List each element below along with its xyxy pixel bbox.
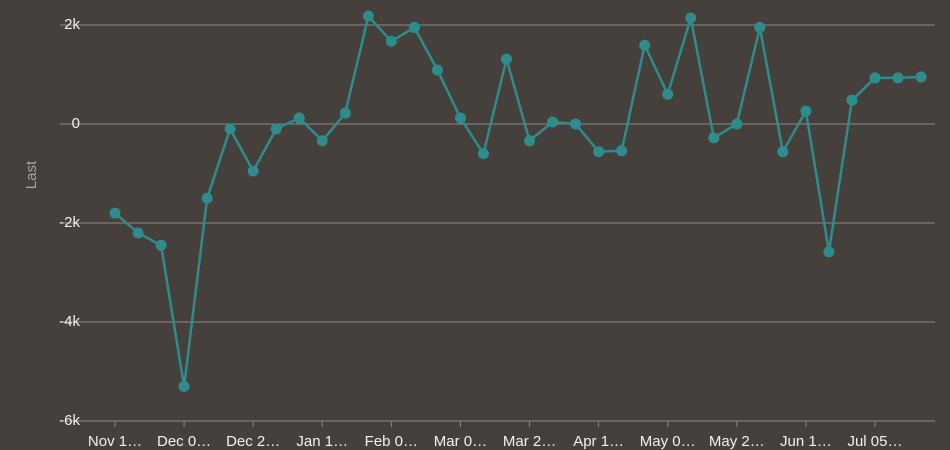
- y-tick-label: 2k: [64, 16, 80, 33]
- point: [270, 123, 282, 135]
- point: [662, 88, 674, 100]
- y-tick-label: -2k: [59, 214, 80, 231]
- x-tick-label: Jan 1…: [296, 433, 348, 450]
- point: [132, 227, 144, 239]
- point: [685, 12, 697, 24]
- y-axis-label: Last: [23, 160, 40, 189]
- point: [524, 135, 536, 147]
- point: [754, 21, 766, 33]
- point: [408, 21, 420, 33]
- point: [339, 107, 351, 119]
- point: [385, 35, 397, 47]
- line: [114, 13, 922, 387]
- point: [547, 116, 559, 128]
- point: [293, 112, 305, 124]
- point: [823, 246, 835, 258]
- point: [570, 118, 582, 130]
- x-tick-label: Dec 2…: [226, 433, 280, 450]
- x-tick-label: Apr 1…: [573, 433, 624, 450]
- point: [800, 105, 812, 117]
- point: [777, 146, 789, 158]
- point: [247, 165, 259, 177]
- point: [892, 72, 904, 84]
- x-tick-label: May 2…: [709, 433, 765, 450]
- y-tick-label: -6k: [59, 412, 80, 429]
- x-tick-label: Mar 2…: [503, 433, 556, 450]
- point: [201, 192, 213, 204]
- point: [431, 64, 443, 76]
- point: [869, 72, 881, 84]
- point: [178, 380, 190, 392]
- point: [915, 71, 927, 83]
- point: [593, 146, 605, 158]
- point: [846, 94, 858, 106]
- y-tick-label: 0: [72, 115, 80, 132]
- point: [708, 132, 720, 144]
- x-tick-label: May 0…: [640, 433, 696, 450]
- point: [316, 135, 328, 147]
- point: [616, 145, 628, 157]
- point: [477, 148, 489, 160]
- point: [731, 118, 743, 130]
- point: [639, 39, 651, 51]
- point: [155, 239, 167, 251]
- point: [362, 10, 374, 22]
- x-tick-label: Jul 05…: [847, 433, 902, 450]
- x-tick-label: Mar 0…: [434, 433, 487, 450]
- x-tick-label: Feb 0…: [365, 433, 418, 450]
- point: [454, 112, 466, 124]
- x-tick-label: Jun 1…: [780, 433, 832, 450]
- x-tick-label: Nov 1…: [88, 433, 142, 450]
- y-tick-label: -4k: [59, 313, 80, 330]
- point: [224, 123, 236, 135]
- point: [501, 53, 513, 65]
- x-tick-label: Dec 0…: [157, 433, 211, 450]
- point: [109, 207, 121, 219]
